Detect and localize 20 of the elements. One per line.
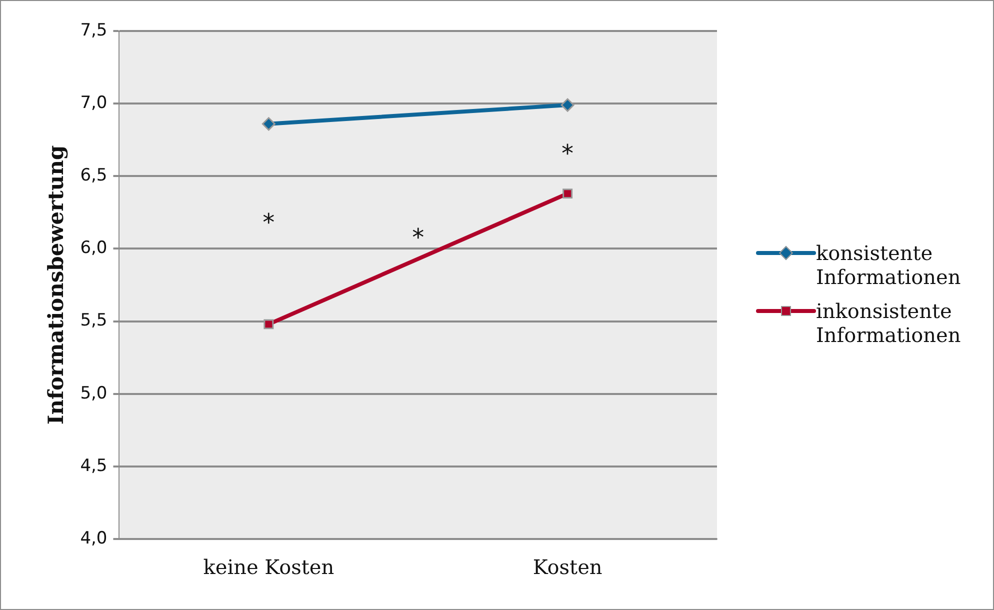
annotation: * (562, 140, 574, 168)
x-tick-label: keine Kosten (203, 555, 334, 580)
annotation: * (412, 224, 424, 252)
point (264, 319, 274, 330)
y-tick-label: 4,5 (80, 456, 108, 476)
x-tick-label: Kosten (532, 555, 602, 580)
legend-label: konsistente Informationen (816, 241, 962, 289)
point (262, 117, 276, 131)
point (560, 98, 574, 112)
y-tick-label: 7,0 (80, 92, 108, 113)
annotation: * (262, 208, 275, 236)
legend-label: inkonsistente Informationen (816, 299, 962, 347)
y-tick-label: 6,0 (80, 238, 108, 258)
y-axis-title: Informationsbewertung (43, 145, 68, 425)
y-tick-label: 5,0 (80, 383, 108, 404)
y-tick-label: 6,5 (80, 166, 108, 186)
y-tick-label: 7,5 (80, 20, 108, 40)
point (562, 188, 573, 199)
y-tick-label: 4,0 (80, 528, 108, 548)
y-tick-label: 5,5 (80, 310, 108, 331)
